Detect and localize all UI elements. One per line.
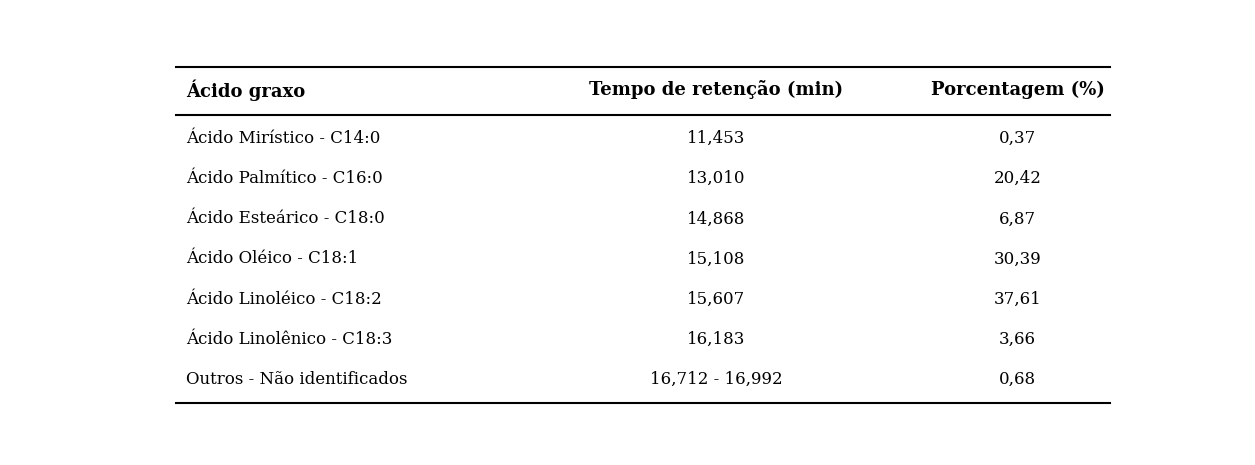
Text: 15,108: 15,108 bbox=[686, 251, 745, 267]
Text: 3,66: 3,66 bbox=[999, 331, 1037, 348]
Text: 15,607: 15,607 bbox=[686, 291, 745, 308]
Text: 14,868: 14,868 bbox=[686, 210, 745, 227]
Text: 11,453: 11,453 bbox=[686, 130, 745, 147]
Text: Outros - Não identificados: Outros - Não identificados bbox=[186, 371, 408, 388]
Text: Tempo de retenção (min): Tempo de retenção (min) bbox=[589, 80, 843, 100]
Text: Ácido Oléico - C18:1: Ácido Oléico - C18:1 bbox=[186, 251, 359, 267]
Text: Porcentagem (%): Porcentagem (%) bbox=[931, 81, 1104, 99]
Text: 37,61: 37,61 bbox=[994, 291, 1042, 308]
Text: Ácido Palmítico - C16:0: Ácido Palmítico - C16:0 bbox=[186, 170, 383, 187]
Text: 30,39: 30,39 bbox=[994, 251, 1042, 267]
Text: 13,010: 13,010 bbox=[686, 170, 745, 187]
Text: Ácido Esteárico - C18:0: Ácido Esteárico - C18:0 bbox=[186, 210, 385, 227]
Text: Ácido Linoléico - C18:2: Ácido Linoléico - C18:2 bbox=[186, 291, 382, 308]
Text: 16,183: 16,183 bbox=[686, 331, 745, 348]
Text: Ácido Linolênico - C18:3: Ácido Linolênico - C18:3 bbox=[186, 331, 393, 348]
Text: 6,87: 6,87 bbox=[999, 210, 1037, 227]
Text: 0,68: 0,68 bbox=[999, 371, 1037, 388]
Text: 0,37: 0,37 bbox=[999, 130, 1037, 147]
Text: Ácido graxo: Ácido graxo bbox=[186, 79, 305, 100]
Text: Ácido Mirístico - C14:0: Ácido Mirístico - C14:0 bbox=[186, 130, 380, 147]
Text: 16,712 - 16,992: 16,712 - 16,992 bbox=[650, 371, 782, 388]
Text: 20,42: 20,42 bbox=[994, 170, 1042, 187]
